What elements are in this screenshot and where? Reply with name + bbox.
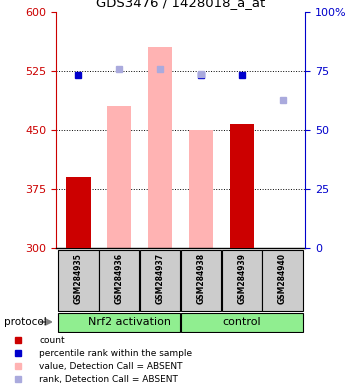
Title: GDS3476 / 1428018_a_at: GDS3476 / 1428018_a_at: [96, 0, 265, 9]
Text: Nrf2 activation: Nrf2 activation: [88, 317, 171, 327]
Text: control: control: [222, 317, 261, 327]
Bar: [99, 250, 139, 311]
Text: GSM284935: GSM284935: [74, 253, 83, 304]
Text: count: count: [39, 336, 65, 344]
Bar: [230, 124, 254, 248]
Bar: [148, 47, 172, 248]
Text: value, Detection Call = ABSENT: value, Detection Call = ABSENT: [39, 361, 183, 371]
Bar: [262, 250, 303, 311]
Text: rank, Detection Call = ABSENT: rank, Detection Call = ABSENT: [39, 374, 178, 384]
Bar: [66, 177, 91, 248]
Bar: [189, 130, 213, 248]
Text: GSM284940: GSM284940: [278, 253, 287, 305]
Bar: [107, 106, 131, 248]
Bar: [140, 250, 180, 311]
Text: GSM284938: GSM284938: [196, 253, 205, 305]
Bar: [222, 250, 262, 311]
Text: percentile rank within the sample: percentile rank within the sample: [39, 349, 192, 358]
Text: GSM284936: GSM284936: [115, 253, 124, 305]
Bar: [58, 313, 180, 332]
Text: GSM284939: GSM284939: [237, 253, 246, 305]
Bar: [181, 313, 303, 332]
Text: protocol: protocol: [4, 317, 46, 328]
Text: GSM284937: GSM284937: [156, 253, 165, 305]
Bar: [58, 250, 99, 311]
Bar: [181, 250, 221, 311]
